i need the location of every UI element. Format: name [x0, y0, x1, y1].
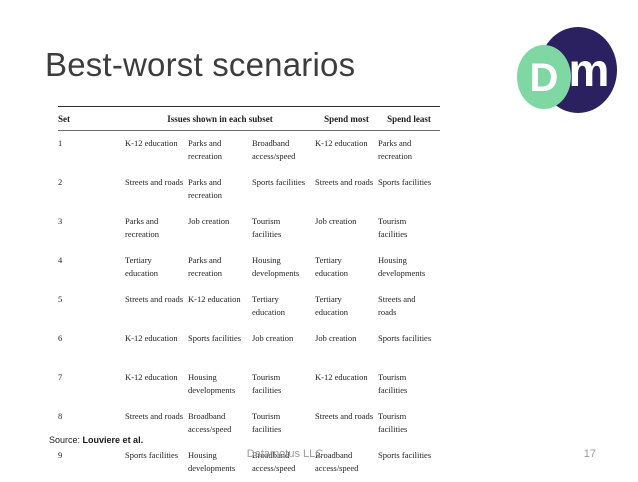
cell-spend-least: Sports facilities: [378, 170, 440, 209]
col-header-issues: Issues shown in each subset: [125, 107, 315, 131]
cell-set: 1: [58, 131, 125, 171]
datamotus-logo: D m: [515, 26, 619, 116]
cell-spend-most: K-12 education: [315, 365, 378, 404]
cell-issue: Streets and roads: [125, 287, 188, 326]
cell-issue: Sports facilities: [188, 326, 252, 365]
cell-spend-most: K-12 education: [315, 131, 378, 171]
cell-issue: K-12 education: [125, 326, 188, 365]
cell-issue: Broadband access/speed: [188, 404, 252, 443]
cell-issue: Streets and roads: [125, 170, 188, 209]
cell-issue: Tourism facilities: [252, 209, 315, 248]
cell-set: 7: [58, 365, 125, 404]
cell-issue: Sports facilities: [252, 170, 315, 209]
cell-issue: Housing developments: [188, 365, 252, 404]
source-note: Source: Louviere et al.: [49, 435, 143, 445]
best-worst-table-container: Set Issues shown in each subset Spend mo…: [58, 106, 440, 482]
cell-set: 2: [58, 170, 125, 209]
page-title: Best-worst scenarios: [45, 46, 355, 84]
cell-issue: Housing developments: [252, 248, 315, 287]
col-header-spend-least: Spend least: [378, 107, 440, 131]
cell-issue: Parks and recreation: [125, 209, 188, 248]
best-worst-table: Set Issues shown in each subset Spend mo…: [58, 106, 440, 482]
cell-spend-least: Streets and roads: [378, 287, 440, 326]
logo-letter-m: m: [569, 44, 610, 96]
cell-set: 4: [58, 248, 125, 287]
cell-spend-least: Tourism facilities: [378, 209, 440, 248]
cell-spend-most: Tertiary education: [315, 248, 378, 287]
source-label: Source:: [49, 435, 80, 445]
cell-issue: Tourism facilities: [252, 404, 315, 443]
cell-spend-least: Parks and recreation: [378, 131, 440, 171]
cell-spend-most: Streets and roads: [315, 404, 378, 443]
cell-spend-least: Housing developments: [378, 248, 440, 287]
cell-issue: Tertiary education: [252, 287, 315, 326]
cell-spend-least: Tourism facilities: [378, 404, 440, 443]
cell-issue: K-12 education: [125, 131, 188, 171]
table-header-row: Set Issues shown in each subset Spend mo…: [58, 107, 440, 131]
cell-issue: K-12 education: [125, 365, 188, 404]
logo-letter-d: D: [530, 56, 559, 100]
cell-issue: Tourism facilities: [252, 365, 315, 404]
cell-issue: Broadband access/speed: [252, 131, 315, 171]
cell-issue: Parks and recreation: [188, 131, 252, 171]
col-header-set: Set: [58, 107, 125, 131]
cell-spend-least: Tourism facilities: [378, 365, 440, 404]
source-value: Louviere et al.: [83, 435, 144, 445]
cell-set: 3: [58, 209, 125, 248]
cell-spend-most: Job creation: [315, 209, 378, 248]
cell-issue: Tertiary education: [125, 248, 188, 287]
cell-issue: K-12 education: [188, 287, 252, 326]
cell-spend-most: Streets and roads: [315, 170, 378, 209]
cell-set: 5: [58, 287, 125, 326]
cell-spend-least: Sports facilities: [378, 326, 440, 365]
cell-set: 6: [58, 326, 125, 365]
cell-issue: Parks and recreation: [188, 248, 252, 287]
col-header-spend-most: Spend most: [315, 107, 378, 131]
cell-issue: Job creation: [188, 209, 252, 248]
footer-page-number: 17: [584, 448, 596, 460]
cell-spend-most: Tertiary education: [315, 287, 378, 326]
cell-spend-most: Job creation: [315, 326, 378, 365]
cell-issue: Parks and recreation: [188, 170, 252, 209]
cell-issue: Job creation: [252, 326, 315, 365]
footer-company: Datamotus LLC: [0, 448, 570, 460]
